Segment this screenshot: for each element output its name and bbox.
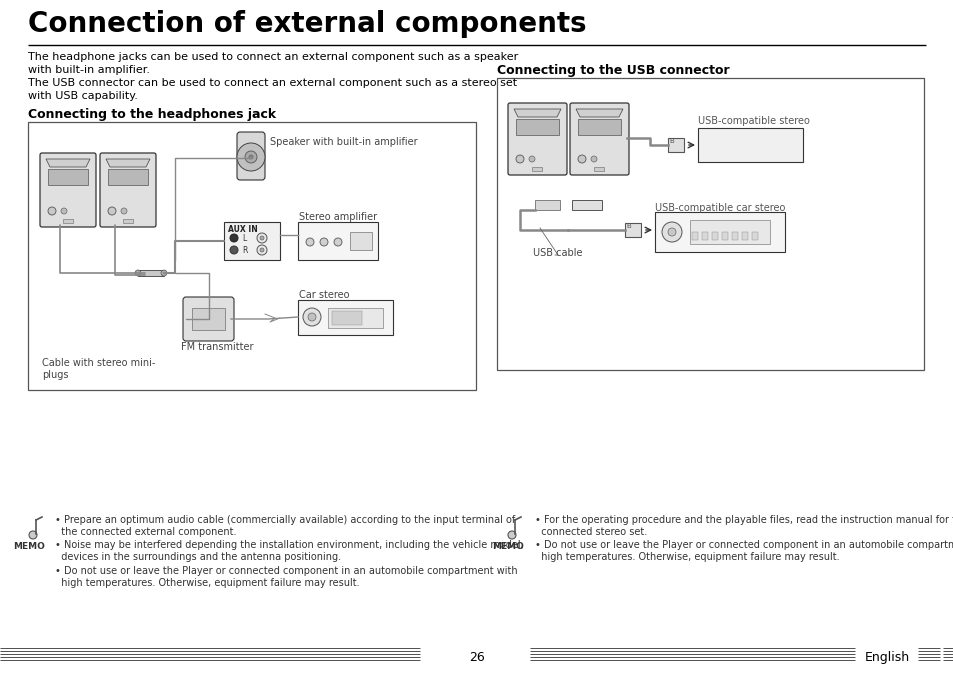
Text: • For the operating procedure and the playable files, read the instruction manua: • For the operating procedure and the pl…: [535, 515, 953, 536]
Text: AUX IN: AUX IN: [228, 225, 257, 234]
Text: Car stereo: Car stereo: [298, 290, 349, 300]
Circle shape: [236, 143, 265, 171]
Circle shape: [667, 228, 676, 236]
Circle shape: [245, 151, 256, 163]
Bar: [594, 167, 603, 171]
Polygon shape: [106, 159, 150, 167]
Circle shape: [590, 156, 597, 162]
Bar: [138, 270, 164, 276]
Bar: [624, 223, 640, 237]
Bar: [350, 232, 372, 250]
Bar: [108, 169, 148, 185]
FancyBboxPatch shape: [183, 297, 233, 341]
Bar: [572, 200, 601, 210]
Bar: [192, 308, 225, 330]
Bar: [28, 122, 476, 390]
Text: L: L: [242, 234, 246, 243]
Text: The USB connector can be used to connect an external component such as a stereo : The USB connector can be used to connect…: [28, 78, 517, 88]
Bar: [667, 138, 683, 152]
Bar: [48, 169, 88, 185]
Circle shape: [260, 236, 264, 240]
Text: 26: 26: [469, 651, 484, 664]
Bar: [224, 222, 280, 260]
Bar: [689, 220, 769, 244]
FancyBboxPatch shape: [100, 153, 156, 227]
Circle shape: [121, 208, 127, 214]
Text: USB-compatible stereo: USB-compatible stereo: [698, 116, 809, 126]
Circle shape: [516, 155, 523, 163]
Text: English: English: [864, 651, 909, 664]
Circle shape: [230, 234, 237, 242]
Circle shape: [303, 308, 320, 326]
Text: The headphone jacks can be used to connect an external component such as a speak: The headphone jacks can be used to conne…: [28, 52, 517, 62]
Circle shape: [48, 207, 56, 215]
Bar: [691, 232, 698, 240]
Text: • Do not use or leave the Player or connected component in an automobile compart: • Do not use or leave the Player or conn…: [55, 566, 517, 588]
Text: USB cable: USB cable: [533, 248, 582, 258]
Text: Connecting to the headphones jack: Connecting to the headphones jack: [28, 108, 275, 121]
Bar: [698, 128, 802, 162]
Polygon shape: [576, 109, 622, 117]
Circle shape: [161, 270, 167, 276]
Text: MEMO: MEMO: [492, 542, 523, 551]
Circle shape: [29, 531, 37, 539]
Bar: [741, 232, 747, 240]
Bar: [328, 308, 382, 328]
Circle shape: [108, 207, 116, 215]
Text: Connecting to the USB connector: Connecting to the USB connector: [497, 64, 729, 77]
Polygon shape: [46, 159, 90, 167]
Bar: [578, 119, 620, 135]
Bar: [123, 219, 132, 223]
Circle shape: [661, 222, 681, 242]
Bar: [63, 219, 73, 223]
Text: USB-compatible car stereo: USB-compatible car stereo: [655, 203, 784, 213]
Circle shape: [306, 238, 314, 246]
Text: Connection of external components: Connection of external components: [28, 10, 586, 38]
FancyBboxPatch shape: [569, 103, 628, 175]
Bar: [731, 232, 738, 240]
Text: MEMO: MEMO: [13, 542, 45, 551]
Bar: [655, 212, 784, 252]
Circle shape: [135, 270, 141, 276]
Circle shape: [249, 155, 253, 159]
Text: B: B: [668, 138, 673, 144]
Text: Cable with stereo mini-
plugs: Cable with stereo mini- plugs: [42, 358, 155, 380]
FancyBboxPatch shape: [236, 132, 265, 180]
Polygon shape: [514, 109, 560, 117]
Circle shape: [507, 531, 516, 539]
Text: Speaker with built-in amplifier: Speaker with built-in amplifier: [270, 137, 417, 147]
Bar: [497, 78, 923, 370]
Circle shape: [529, 156, 535, 162]
Text: with built-in amplifier.: with built-in amplifier.: [28, 65, 150, 75]
Bar: [297, 300, 393, 335]
Circle shape: [260, 248, 264, 252]
Text: with USB capability.: with USB capability.: [28, 91, 138, 101]
Text: R: R: [242, 246, 247, 255]
Circle shape: [319, 238, 328, 246]
Text: • Prepare an optimum audio cable (commercially available) according to the input: • Prepare an optimum audio cable (commer…: [55, 515, 515, 536]
Circle shape: [334, 238, 341, 246]
Text: • Noise may be interfered depending the installation environment, including the : • Noise may be interfered depending the …: [55, 540, 523, 561]
FancyBboxPatch shape: [40, 153, 96, 227]
Text: • Do not use or leave the Player or connected component in an automobile compart: • Do not use or leave the Player or conn…: [535, 540, 953, 561]
Circle shape: [308, 313, 315, 321]
Bar: [751, 232, 758, 240]
Text: FM transmitter: FM transmitter: [181, 342, 253, 352]
Bar: [711, 232, 718, 240]
FancyBboxPatch shape: [507, 103, 566, 175]
Circle shape: [256, 245, 267, 255]
Bar: [297, 222, 377, 260]
Bar: [516, 119, 558, 135]
Circle shape: [230, 246, 237, 254]
Text: B: B: [625, 223, 630, 229]
Text: Stereo amplifier: Stereo amplifier: [298, 212, 376, 222]
Bar: [701, 232, 707, 240]
Bar: [535, 200, 559, 210]
Bar: [721, 232, 727, 240]
Circle shape: [61, 208, 67, 214]
Circle shape: [578, 155, 585, 163]
Circle shape: [256, 233, 267, 243]
Bar: [332, 311, 361, 325]
Bar: [532, 167, 541, 171]
